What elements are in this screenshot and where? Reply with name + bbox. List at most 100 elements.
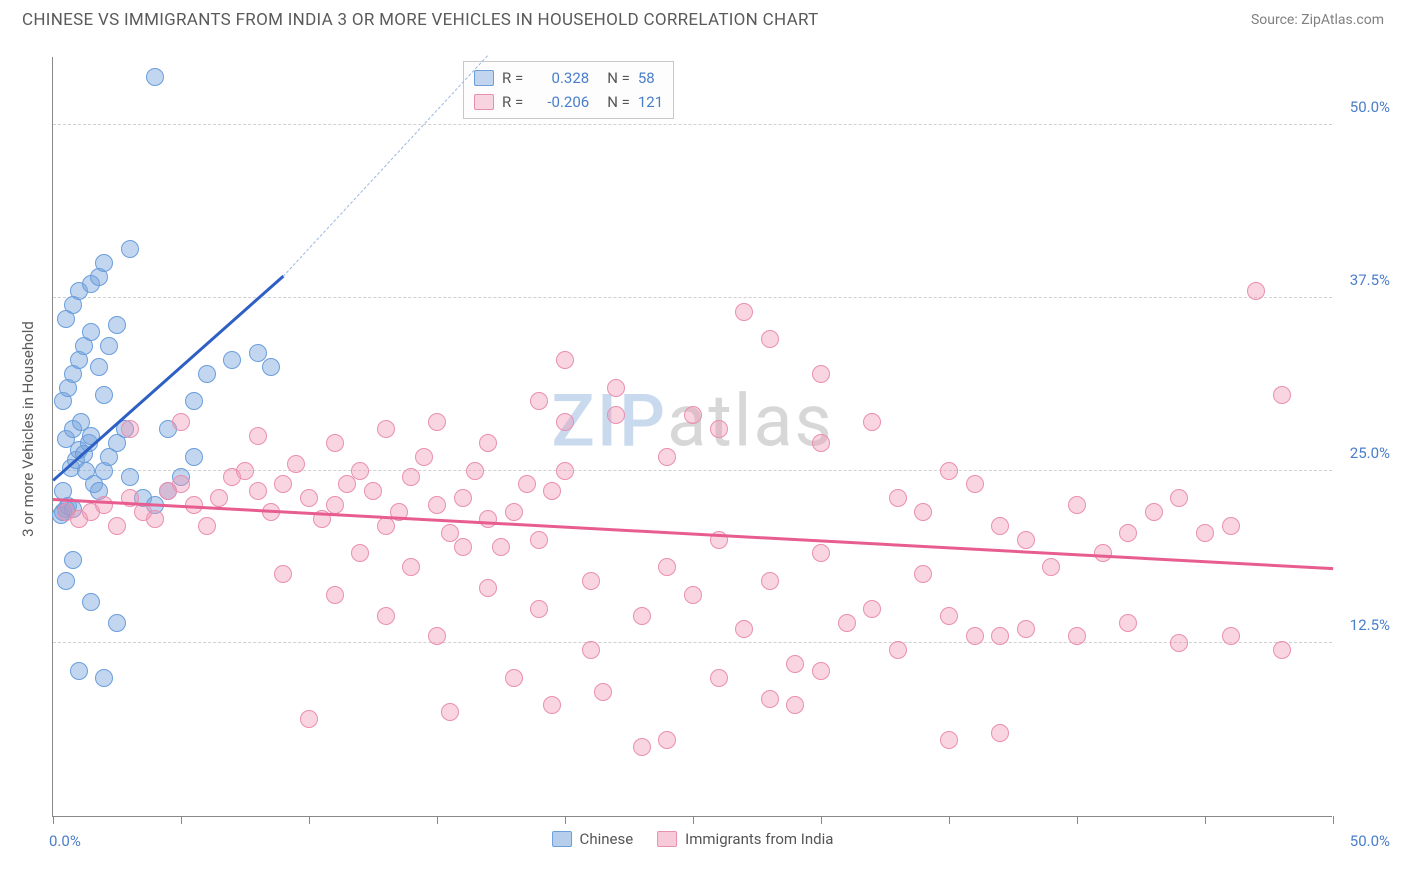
scatter-point xyxy=(543,482,561,500)
scatter-point xyxy=(415,448,433,466)
y-axis-label: 3 or more Vehicles in Household xyxy=(19,279,37,579)
scatter-point xyxy=(198,365,216,383)
scatter-point xyxy=(1145,503,1163,521)
legend-item-india: Immigrants from India xyxy=(657,830,833,848)
scatter-point xyxy=(889,641,907,659)
scatter-point xyxy=(633,738,651,756)
x-tick xyxy=(693,816,694,824)
x-axis-max-label: 50.0% xyxy=(1350,832,1390,850)
chart-header: CHINESE VS IMMIGRANTS FROM INDIA 3 OR MO… xyxy=(0,0,1406,30)
gridline xyxy=(53,642,1332,643)
scatter-point xyxy=(1273,386,1291,404)
y-tick-label: 12.5% xyxy=(1350,616,1390,634)
scatter-point xyxy=(64,551,82,569)
scatter-point xyxy=(82,593,100,611)
scatter-point xyxy=(1196,524,1214,542)
scatter-point xyxy=(121,468,139,486)
scatter-point xyxy=(236,462,254,480)
y-tick-label: 25.0% xyxy=(1350,444,1390,462)
scatter-point xyxy=(441,703,459,721)
scatter-point xyxy=(838,614,856,632)
legend-label-chinese: Chinese xyxy=(580,830,634,848)
scatter-point xyxy=(479,434,497,452)
scatter-point xyxy=(530,392,548,410)
scatter-point xyxy=(287,455,305,473)
scatter-point xyxy=(249,482,267,500)
scatter-point xyxy=(1247,282,1265,300)
scatter-point xyxy=(1068,496,1086,514)
scatter-point xyxy=(479,510,497,528)
scatter-point xyxy=(889,489,907,507)
scatter-point xyxy=(1273,641,1291,659)
x-tick xyxy=(181,816,182,824)
scatter-point xyxy=(940,462,958,480)
scatter-point xyxy=(684,406,702,424)
y-tick-label: 50.0% xyxy=(1350,98,1390,116)
scatter-point xyxy=(466,462,484,480)
scatter-point xyxy=(351,462,369,480)
scatter-point xyxy=(172,475,190,493)
scatter-point xyxy=(1170,489,1188,507)
scatter-point xyxy=(735,303,753,321)
scatter-point xyxy=(121,240,139,258)
scatter-point xyxy=(454,489,472,507)
scatter-point xyxy=(505,503,523,521)
scatter-point xyxy=(761,690,779,708)
scatter-chart: ZIPatlas R = 0.328 N = 58 R = -0.206 N =… xyxy=(52,57,1332,817)
scatter-point xyxy=(82,323,100,341)
trend-line xyxy=(52,275,284,481)
legend-n-label: N = xyxy=(607,93,630,111)
correlation-legend: R = 0.328 N = 58 R = -0.206 N = 121 xyxy=(463,61,674,119)
scatter-point xyxy=(556,351,574,369)
legend-swatch-chinese xyxy=(474,70,494,86)
trend-line xyxy=(53,498,1333,570)
chart-title: CHINESE VS IMMIGRANTS FROM INDIA 3 OR MO… xyxy=(22,10,819,30)
x-tick xyxy=(949,816,950,824)
scatter-point xyxy=(428,627,446,645)
x-tick xyxy=(309,816,310,824)
scatter-point xyxy=(1222,517,1240,535)
legend-label-india: Immigrants from India xyxy=(685,830,833,848)
scatter-point xyxy=(940,731,958,749)
scatter-point xyxy=(1170,634,1188,652)
series-legend: Chinese Immigrants from India xyxy=(552,830,834,848)
scatter-point xyxy=(710,420,728,438)
scatter-point xyxy=(786,655,804,673)
scatter-point xyxy=(300,489,318,507)
x-tick xyxy=(565,816,566,824)
scatter-point xyxy=(812,662,830,680)
legend-r-label: R = xyxy=(502,93,523,111)
scatter-point xyxy=(274,475,292,493)
scatter-point xyxy=(300,710,318,728)
scatter-point xyxy=(658,558,676,576)
x-axis-min-label: 0.0% xyxy=(49,832,81,850)
scatter-point xyxy=(658,448,676,466)
scatter-point xyxy=(684,586,702,604)
scatter-point xyxy=(454,538,472,556)
x-tick xyxy=(821,816,822,824)
scatter-point xyxy=(326,496,344,514)
scatter-point xyxy=(121,420,139,438)
scatter-point xyxy=(402,468,420,486)
chart-source: Source: ZipAtlas.com xyxy=(1251,12,1384,28)
scatter-point xyxy=(710,669,728,687)
scatter-point xyxy=(377,517,395,535)
scatter-point xyxy=(100,337,118,355)
scatter-point xyxy=(95,386,113,404)
scatter-point xyxy=(146,68,164,86)
scatter-point xyxy=(1119,524,1137,542)
scatter-point xyxy=(607,379,625,397)
scatter-point xyxy=(198,517,216,535)
scatter-point xyxy=(262,358,280,376)
scatter-point xyxy=(82,427,100,445)
scatter-point xyxy=(633,607,651,625)
scatter-point xyxy=(326,434,344,452)
legend-row-india: R = -0.206 N = 121 xyxy=(474,90,663,114)
x-tick xyxy=(1077,816,1078,824)
scatter-point xyxy=(530,531,548,549)
y-tick-label: 37.5% xyxy=(1350,271,1390,289)
legend-n-value-india: 121 xyxy=(638,93,663,111)
scatter-point xyxy=(786,696,804,714)
scatter-point xyxy=(108,614,126,632)
scatter-point xyxy=(812,434,830,452)
